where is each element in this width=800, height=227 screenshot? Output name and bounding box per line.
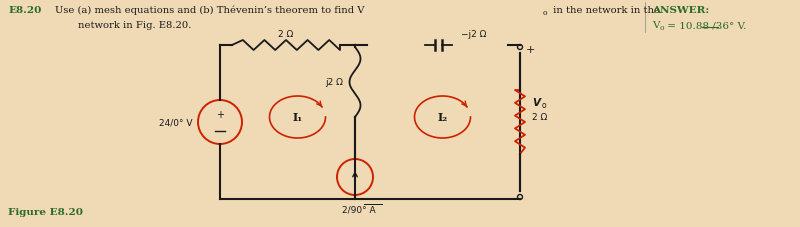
Text: +: + [526,45,535,55]
Text: V: V [652,21,659,30]
Text: o: o [660,24,665,32]
Text: I₁: I₁ [293,112,302,123]
Text: 2/90° A: 2/90° A [342,205,376,214]
Text: I₂: I₂ [438,112,447,123]
Text: V: V [532,98,540,108]
Text: o: o [542,101,546,110]
Text: Figure E8.20: Figure E8.20 [8,207,83,216]
Text: j2 Ω: j2 Ω [325,78,343,87]
Text: ANSWER:: ANSWER: [652,6,710,15]
Text: in the network in the: in the network in the [550,6,660,15]
Text: 24/0° V: 24/0° V [158,118,192,127]
Text: E8.20: E8.20 [8,6,42,15]
Text: Use (a) mesh equations and (b) Thévenin’s theorem to find V: Use (a) mesh equations and (b) Thévenin’… [55,6,365,15]
Text: 2 Ω: 2 Ω [532,113,547,122]
Text: 2 Ω: 2 Ω [278,30,294,39]
Text: network in Fig. E8.20.: network in Fig. E8.20. [78,21,191,30]
Text: −j2 Ω: −j2 Ω [461,30,486,39]
Text: = 10.88 /36° V.: = 10.88 /36° V. [664,21,746,30]
Text: +: + [216,109,224,119]
Text: o: o [543,9,547,17]
